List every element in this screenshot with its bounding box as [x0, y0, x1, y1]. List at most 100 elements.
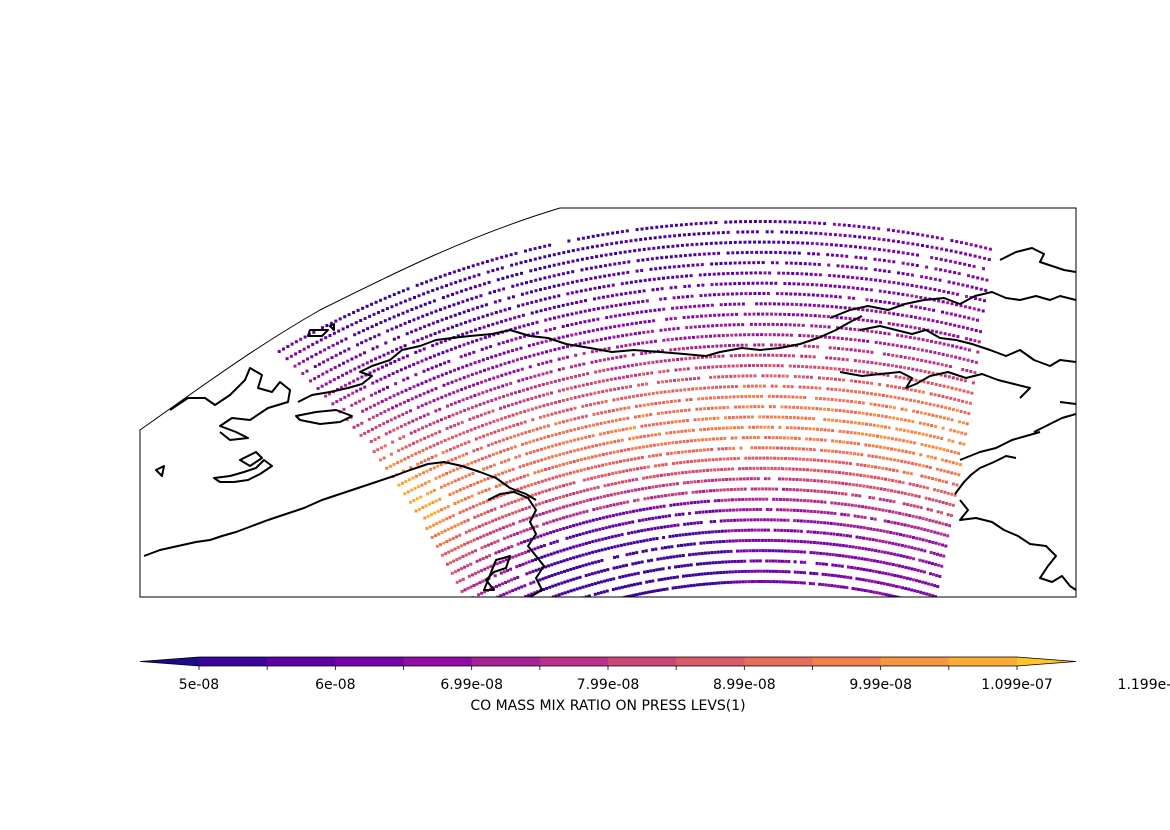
swath-pixel: [961, 368, 965, 371]
swath-pixel: [934, 267, 938, 271]
swath-pixel: [574, 353, 578, 357]
swath-pixel: [956, 292, 959, 296]
swath-pixel: [513, 499, 517, 503]
swath-pixel: [678, 233, 681, 237]
swath-pixel: [941, 522, 945, 526]
swath-pixel: [881, 540, 885, 543]
swath-pixel: [752, 549, 755, 553]
swath-pixel: [742, 281, 746, 285]
swath-pixel: [672, 576, 676, 579]
swath-pixel: [414, 474, 418, 478]
swath-pixel: [862, 526, 866, 530]
swath-pixel: [761, 446, 765, 450]
swath-pixel: [793, 580, 797, 584]
swath-pixel: [679, 337, 683, 340]
swath-pixel: [471, 340, 474, 344]
swath-pixel: [333, 366, 337, 369]
swath-pixel: [458, 432, 462, 436]
swath-pixel: [830, 398, 834, 401]
swath-pixel: [594, 465, 597, 469]
swath-pixel: [503, 416, 507, 420]
swath-pixel: [853, 338, 857, 342]
swath-pixel: [772, 302, 776, 306]
swath-pixel: [688, 511, 692, 515]
swath-pixel: [911, 242, 915, 246]
swath-pixel: [905, 293, 909, 297]
swath-pixel: [468, 352, 472, 356]
swath-pixel: [440, 285, 444, 289]
swath-pixel: [625, 375, 629, 379]
swath-pixel: [685, 419, 689, 422]
swath-pixel: [904, 408, 908, 412]
swath-pixel: [614, 523, 618, 527]
swath-pixel: [686, 543, 690, 547]
swath-pixel: [454, 456, 458, 460]
swath-pixel: [678, 554, 682, 558]
swath-pixel: [726, 292, 730, 296]
swath-pixel: [701, 397, 705, 401]
swath-pixel: [799, 560, 803, 564]
swath-pixel: [585, 509, 589, 513]
swath-pixel: [359, 387, 363, 391]
swath-pixel: [470, 297, 474, 301]
swath-pixel: [857, 432, 861, 435]
swath-pixel: [540, 340, 544, 344]
swath-pixel: [635, 551, 639, 555]
swath-pixel: [561, 603, 564, 606]
swath-pixel: [477, 316, 481, 320]
swath-pixel: [758, 497, 762, 501]
swath-pixel: [726, 333, 729, 337]
swath-pixel: [467, 574, 471, 578]
swath-pixel: [924, 581, 928, 585]
swath-pixel: [786, 529, 790, 533]
swath-pixel: [749, 436, 753, 440]
coastline-alaska-islands: [859, 325, 1076, 367]
swath-pixel: [792, 488, 796, 492]
swath-pixel: [932, 435, 936, 439]
swath-pixel: [824, 284, 828, 287]
swath-pixel: [923, 528, 927, 532]
swath-pixel: [297, 362, 301, 366]
swath-pixel: [827, 428, 831, 432]
swath-pixel: [580, 278, 584, 282]
swath-pixel: [582, 478, 586, 482]
swath-pixel: [552, 253, 556, 257]
swath-pixel: [842, 450, 845, 454]
swath-pixel: [857, 307, 860, 311]
swath-pixel: [931, 371, 935, 375]
swath-pixel: [504, 514, 508, 518]
swath-pixel: [913, 547, 917, 550]
swath-pixel: [631, 562, 635, 566]
swath-pixel: [819, 531, 823, 535]
swath-pixel: [619, 501, 623, 505]
swath-pixel: [928, 402, 932, 406]
swath-pixel: [425, 469, 429, 473]
swath-pixel: [430, 513, 433, 517]
swath-pixel: [368, 314, 372, 318]
swath-pixel: [652, 568, 656, 572]
swath-pixel: [590, 455, 594, 459]
swath-pixel: [581, 532, 585, 536]
swath-pixel: [743, 364, 747, 368]
swath-pixel: [741, 467, 745, 471]
swath-pixel: [693, 501, 697, 504]
swath-pixel: [913, 389, 917, 393]
swath-pixel: [507, 546, 511, 550]
swath-pixel: [456, 301, 460, 305]
swath-pixel: [474, 549, 478, 553]
swath-pixel: [924, 359, 928, 363]
swath-pixel: [552, 519, 556, 523]
swath-pixel: [872, 496, 875, 500]
swath-pixel: [666, 473, 670, 476]
swath-pixel: [727, 560, 731, 564]
swath-pixel: [812, 572, 816, 575]
swath-pixel: [717, 499, 721, 503]
swath-pixel: [505, 437, 509, 441]
swath-pixel: [704, 479, 707, 483]
swath-pixel: [681, 491, 685, 495]
swath-pixel: [421, 448, 425, 452]
swath-pixel: [803, 571, 806, 575]
swath-pixel: [936, 552, 939, 556]
swath-pixel: [894, 563, 898, 567]
swath-pixel: [928, 518, 932, 522]
